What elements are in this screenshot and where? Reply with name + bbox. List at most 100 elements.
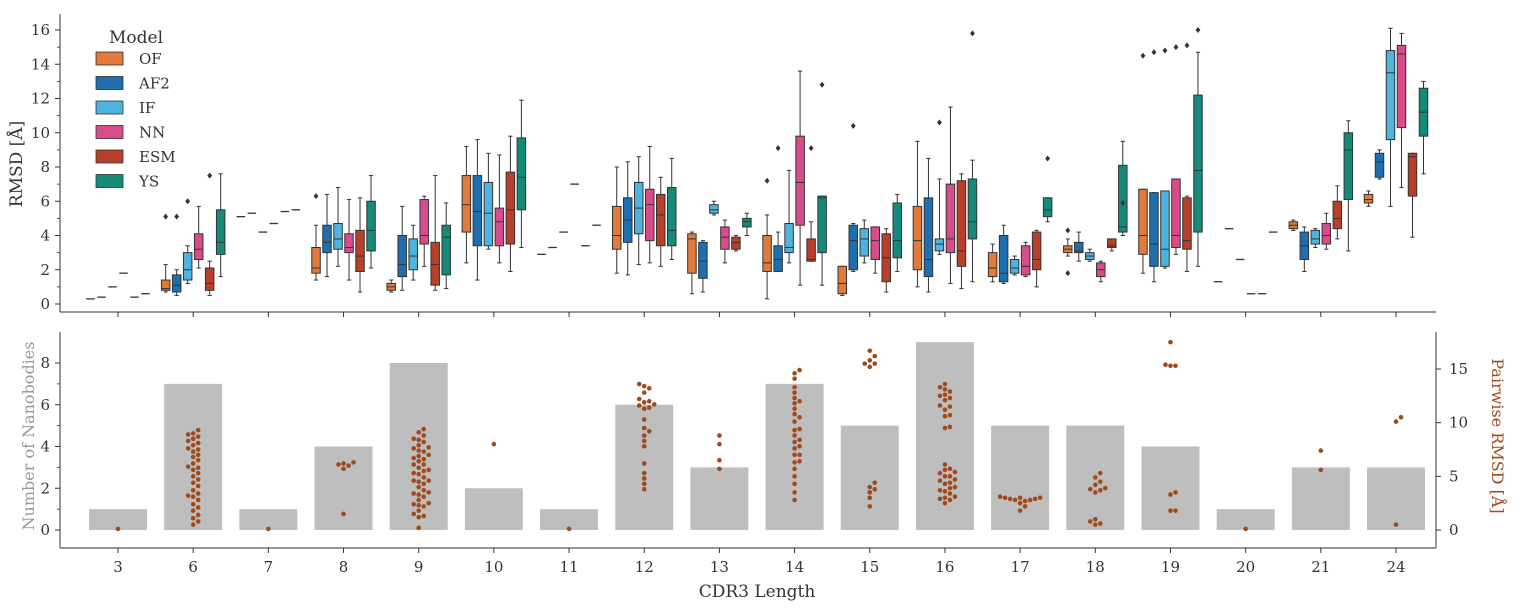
- rmsd-point-9: [426, 445, 432, 450]
- box-body: [461, 175, 472, 233]
- box-outlier: [808, 145, 814, 152]
- box-outlier: [1065, 227, 1071, 234]
- bottom-y-axis-label: Number of Nanobodies: [19, 342, 38, 531]
- box-body: [912, 205, 923, 271]
- box-body: [945, 183, 956, 254]
- box-AF2-21: [1299, 226, 1310, 272]
- x-tick-label-7: 7: [264, 558, 274, 576]
- rmsd-point-16: [937, 384, 943, 390]
- box-body: [1042, 197, 1053, 218]
- rmsd-point-11: [566, 526, 572, 532]
- rmsd-point-14: [792, 419, 797, 424]
- box-body: [1374, 152, 1385, 178]
- rmsd-point-16: [952, 484, 958, 490]
- top-y-tick-label-8: 16: [31, 21, 50, 39]
- rmsd-point-17: [1002, 495, 1008, 501]
- rmsd-point-16: [952, 469, 958, 475]
- box-body: [1385, 50, 1396, 141]
- legend-label-NN: NN: [139, 124, 165, 142]
- rmsd-point-12: [641, 461, 647, 466]
- rmsd-point-9: [426, 467, 432, 473]
- box-body: [784, 223, 794, 254]
- legend: Model OF AF2 IF NN ESM YS: [95, 28, 176, 191]
- box-body: [472, 175, 483, 247]
- box-NN-15: [870, 226, 881, 274]
- rmsd-point-14: [792, 490, 797, 495]
- box-outlier: [207, 172, 213, 179]
- rmsd-point-9: [416, 497, 422, 503]
- rmsd-point-17: [1022, 498, 1028, 504]
- x-tick-label-8: 8: [339, 558, 349, 576]
- box-body: [892, 202, 903, 259]
- rmsd-point-6: [185, 493, 191, 498]
- legend-label-ESM: ESM: [139, 148, 176, 166]
- rmsd-point-12: [646, 428, 652, 434]
- box-body: [419, 199, 429, 245]
- rmsd-point-18: [1097, 521, 1103, 526]
- box-body: [956, 180, 967, 267]
- bottom-y-right-tick-label-1: 5: [1449, 467, 1459, 485]
- rmsd-point-6: [195, 505, 201, 510]
- rmsd-point-17: [1012, 497, 1018, 503]
- rmsd-point-12: [636, 403, 642, 408]
- x-tick-label-18: 18: [1086, 558, 1105, 576]
- rmsd-point-6: [195, 483, 201, 489]
- box-YS-24: [1418, 80, 1429, 175]
- x-tick-label-19: 19: [1161, 558, 1180, 576]
- top-panel: 0 2 4 6 8 10 12 14 16: [31, 14, 1436, 317]
- rmsd-point-14: [792, 481, 797, 487]
- box-body: [505, 171, 516, 245]
- box-body: [193, 233, 204, 260]
- box-body: [859, 228, 870, 257]
- rmsd-point-9: [421, 504, 427, 509]
- rmsd-point-24: [1398, 415, 1404, 420]
- box-body: [1171, 178, 1181, 248]
- box-YS-15: [892, 193, 903, 272]
- box-body: [344, 233, 354, 254]
- rmsd-point-14: [797, 452, 802, 458]
- x-tick-label-12: 12: [635, 558, 654, 576]
- x-tick-label-20: 20: [1236, 558, 1255, 576]
- box-body: [742, 217, 752, 228]
- rmsd-point-9: [421, 494, 427, 500]
- top-y-tick-label-2: 4: [40, 227, 50, 245]
- rmsd-point-15: [867, 348, 873, 354]
- rmsd-point-16: [937, 393, 943, 399]
- box-body: [1332, 200, 1343, 230]
- rmsd-point-9: [416, 471, 422, 477]
- rmsd-point-9: [416, 465, 422, 471]
- box-body: [837, 265, 848, 295]
- top-y-tick-label-7: 14: [31, 55, 50, 73]
- rmsd-point-9: [416, 514, 422, 520]
- rmsd-point-15: [867, 364, 873, 370]
- box-ESM-9: [430, 175, 440, 291]
- rmsd-point-16: [942, 387, 948, 392]
- rmsd-point-14: [792, 497, 797, 503]
- rmsd-point-6: [195, 427, 201, 433]
- legend-swatch-YS: [95, 174, 124, 188]
- rmsd-point-15: [867, 490, 873, 495]
- box-body: [322, 224, 332, 254]
- box-OF-6: [160, 213, 171, 293]
- box-NN-10: [494, 154, 505, 264]
- rmsd-point-6: [190, 436, 196, 442]
- box-YS-13: [742, 212, 752, 236]
- box-body: [731, 236, 741, 250]
- rmsd-point-18: [1087, 486, 1093, 492]
- box-body: [311, 246, 321, 274]
- rmsd-point-17: [997, 494, 1003, 500]
- rmsd-point-14: [792, 390, 797, 395]
- rmsd-point-6: [195, 512, 201, 518]
- box-ESM-19: [1182, 42, 1192, 272]
- bar-3: [89, 509, 147, 530]
- box-body: [967, 178, 978, 240]
- box-body: [817, 195, 827, 254]
- box-YS-6: [215, 173, 226, 278]
- rmsd-point-15: [867, 358, 873, 363]
- bar-15: [840, 425, 899, 530]
- rmsd-point-6: [190, 480, 196, 486]
- bar-19: [1141, 446, 1200, 530]
- rmsd-point-14: [792, 446, 797, 451]
- bar-7: [239, 509, 298, 530]
- box-OF-24: [1363, 190, 1374, 207]
